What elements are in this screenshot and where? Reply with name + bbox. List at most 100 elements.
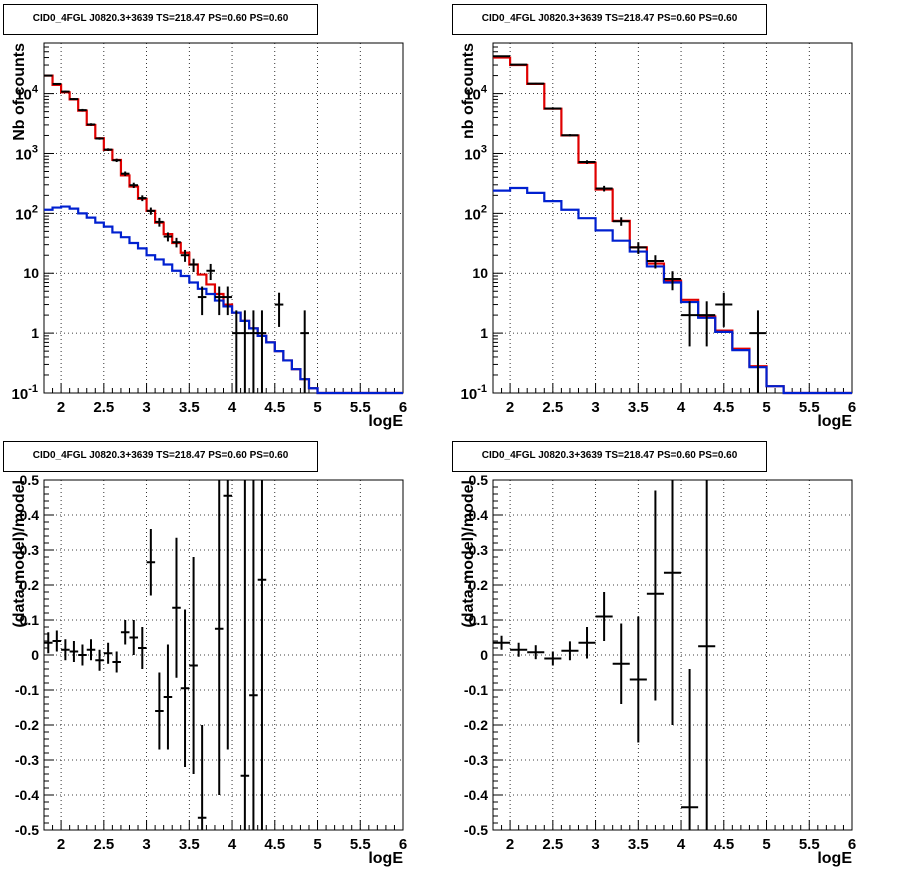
y-axis-title: Nb of counts — [11, 43, 28, 141]
data-point — [61, 90, 70, 93]
chart-residuals-right: 2 2.5 3 3.5 4 4.5 5 5.5 6 -0.5 -0.4 -0.3 -0.2 -0.1 0 0.… — [460, 472, 856, 867]
y-tick-label: 103 — [15, 143, 38, 163]
data-point — [172, 537, 181, 678]
chart-title: CID0_4FGL J0820.3+3639 TS=218.47 PS=0.60… — [3, 4, 318, 35]
x-tick-label: 4 — [677, 836, 686, 853]
chart-title: CID0_4FGL J0820.3+3639 TS=218.47 PS=0.60… — [3, 441, 318, 472]
data-point — [69, 641, 79, 662]
y-tick-labels: -0.5 -0.4 -0.3 -0.2 -0.1 0 0.1 0.2 0.3 0.4 0.5 — [15, 472, 39, 838]
grid — [44, 43, 403, 393]
data-point — [629, 616, 647, 743]
axis-ticks — [492, 42, 853, 394]
y-tick-label: -0.2 — [15, 717, 39, 733]
chart-title: CID0_4FGL J0820.3+3639 TS=218.47 PS=0.60… — [452, 4, 767, 35]
data-point — [544, 651, 562, 666]
data-point — [206, 263, 215, 281]
plot-frame — [43, 42, 404, 394]
data-point — [274, 292, 284, 327]
data-point — [257, 480, 267, 830]
data-point — [663, 271, 682, 291]
data-point — [223, 480, 233, 750]
y-tick-labels: -0.5 -0.4 -0.3 -0.2 -0.1 0 0.1 0.2 0.3 0.4 0.5 — [464, 472, 488, 838]
data-point — [527, 82, 545, 85]
x-tick-label: 3 — [142, 836, 150, 853]
data-point — [180, 609, 190, 767]
data-point — [629, 242, 647, 254]
data-point — [52, 82, 62, 85]
model-series-line — [44, 74, 403, 395]
data-point — [249, 310, 258, 393]
data-point — [112, 158, 121, 163]
data-point — [180, 249, 190, 262]
x-tick-label: 5.5 — [350, 836, 371, 853]
x-tick-label: 5 — [313, 399, 321, 416]
data-point — [493, 635, 511, 650]
x-tick-label: 4.5 — [264, 836, 285, 853]
x-tick-label: 5 — [762, 836, 770, 853]
grid — [44, 480, 403, 830]
data-point — [214, 480, 224, 795]
data-point — [493, 55, 511, 58]
y-tick-label: 0.1 — [20, 612, 40, 628]
x-tick-label: 5 — [313, 836, 321, 853]
data-point — [95, 137, 104, 140]
model-series-line — [493, 186, 852, 395]
data-point — [240, 480, 250, 830]
data-point — [163, 232, 173, 242]
y-tick-exponent: -1 — [28, 383, 38, 395]
data-point — [612, 623, 630, 704]
x-tick-label: 2.5 — [542, 399, 563, 416]
x-tick-label: 2 — [57, 836, 65, 853]
data-point — [103, 148, 113, 152]
data-point — [197, 286, 207, 316]
y-tick-label: 0.5 — [20, 472, 40, 488]
x-tick-label: 2.5 — [542, 836, 563, 853]
y-tick-base: 10 — [464, 87, 481, 104]
data-point — [698, 301, 716, 347]
y-tick-label: 1 — [31, 325, 39, 341]
data-point — [61, 639, 70, 661]
chart-counts-left: 2 2.5 3 3.5 4 4.5 5 5.5 610-1110102103104logENb … — [11, 42, 407, 430]
pad-residuals-left: 2 2.5 3 3.5 4 4.5 5 5.5 6 -0.5 -0.4 -0.3 -0.2 -0.1 0 0.… — [0, 437, 449, 874]
data-point — [578, 627, 596, 659]
data-point — [240, 310, 250, 393]
y-tick-exponent: 2 — [32, 203, 38, 215]
chart-counts-right: 2 2.5 3 3.5 4 4.5 5 5.5 610-1110102103104logEnb … — [460, 42, 856, 430]
grid — [493, 43, 852, 393]
axis-ticks — [492, 479, 853, 831]
y-tick-base: 10 — [15, 146, 32, 163]
y-tick-exponent: 4 — [481, 84, 488, 96]
x-tick-label: 3.5 — [179, 399, 200, 416]
y-tick-base: 10 — [15, 87, 32, 104]
x-tick-label: 3 — [142, 399, 150, 416]
data-point — [223, 286, 233, 316]
data-point — [527, 645, 545, 660]
y-axis-title: (data-model)/model — [11, 480, 28, 628]
data-point — [681, 301, 699, 347]
data-point — [138, 195, 147, 202]
plot-frame — [492, 42, 853, 394]
y-tick-label: 0 — [480, 647, 488, 663]
pad-residuals-right: 2 2.5 3 3.5 4 4.5 5 5.5 6 -0.5 -0.4 -0.3 -0.2 -0.1 0 0.… — [449, 437, 898, 874]
x-tick-label: 4.5 — [713, 399, 734, 416]
x-tick-label: 5 — [762, 399, 770, 416]
x-tick-label: 5.5 — [350, 399, 371, 416]
y-tick-label: 0.3 — [469, 542, 489, 558]
data-point — [646, 255, 664, 269]
data-point — [663, 480, 682, 725]
data-point — [86, 123, 96, 126]
data-point — [646, 490, 664, 701]
x-tick-labels: 2 2.5 3 3.5 4 4.5 5 5.5 6 — [506, 836, 856, 853]
x-axis-title: logE — [817, 850, 852, 867]
y-tick-label: 10 — [472, 265, 488, 281]
x-tick-labels: 2 2.5 3 3.5 4 4.5 5 5.5 6 — [57, 399, 407, 416]
x-tick-label: 3 — [591, 836, 599, 853]
y-tick-label: -0.5 — [15, 822, 39, 838]
x-tick-label: 4 — [677, 399, 686, 416]
data-point — [595, 592, 613, 641]
x-tick-label: 6 — [399, 836, 407, 853]
y-tick-label: 10-1 — [461, 383, 487, 403]
x-tick-labels: 2 2.5 3 3.5 4 4.5 5 5.5 6 — [506, 399, 856, 416]
data-point — [44, 74, 53, 77]
